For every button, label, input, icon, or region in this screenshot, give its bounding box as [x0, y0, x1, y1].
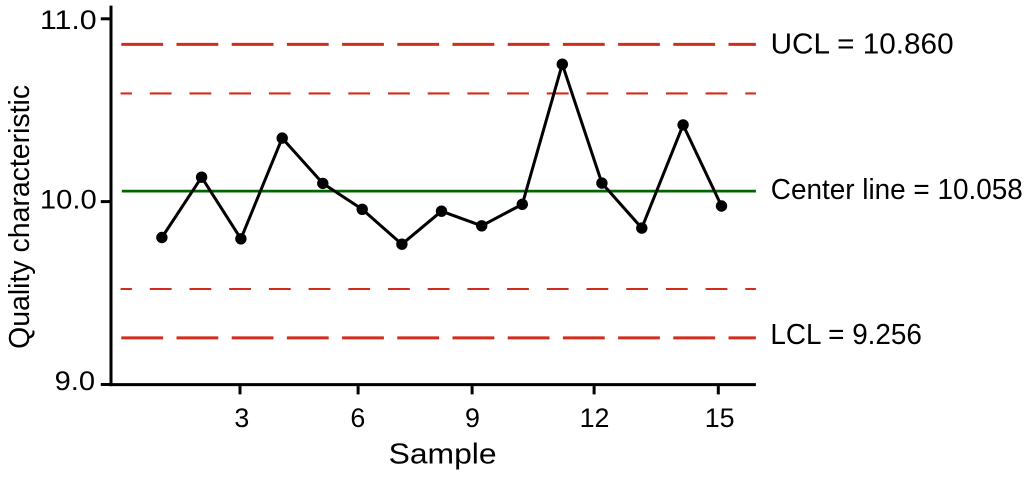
svg-text:9: 9: [465, 403, 480, 433]
svg-text:Sample: Sample: [389, 439, 497, 471]
svg-text:Quality characteristic: Quality characteristic: [4, 85, 36, 349]
svg-text:LCL = 9.256: LCL = 9.256: [770, 319, 922, 351]
svg-text:Center line = 10.058: Center line = 10.058: [771, 174, 1023, 206]
svg-text:11.0: 11.0: [40, 5, 97, 35]
svg-text:9.0: 9.0: [55, 366, 95, 396]
svg-text:6: 6: [350, 403, 365, 433]
svg-text:UCL = 10.860: UCL = 10.860: [771, 29, 954, 61]
svg-text:15: 15: [705, 403, 735, 433]
svg-text:3: 3: [234, 403, 249, 433]
svg-text:10.0: 10.0: [40, 185, 97, 215]
svg-text:12: 12: [580, 403, 610, 433]
